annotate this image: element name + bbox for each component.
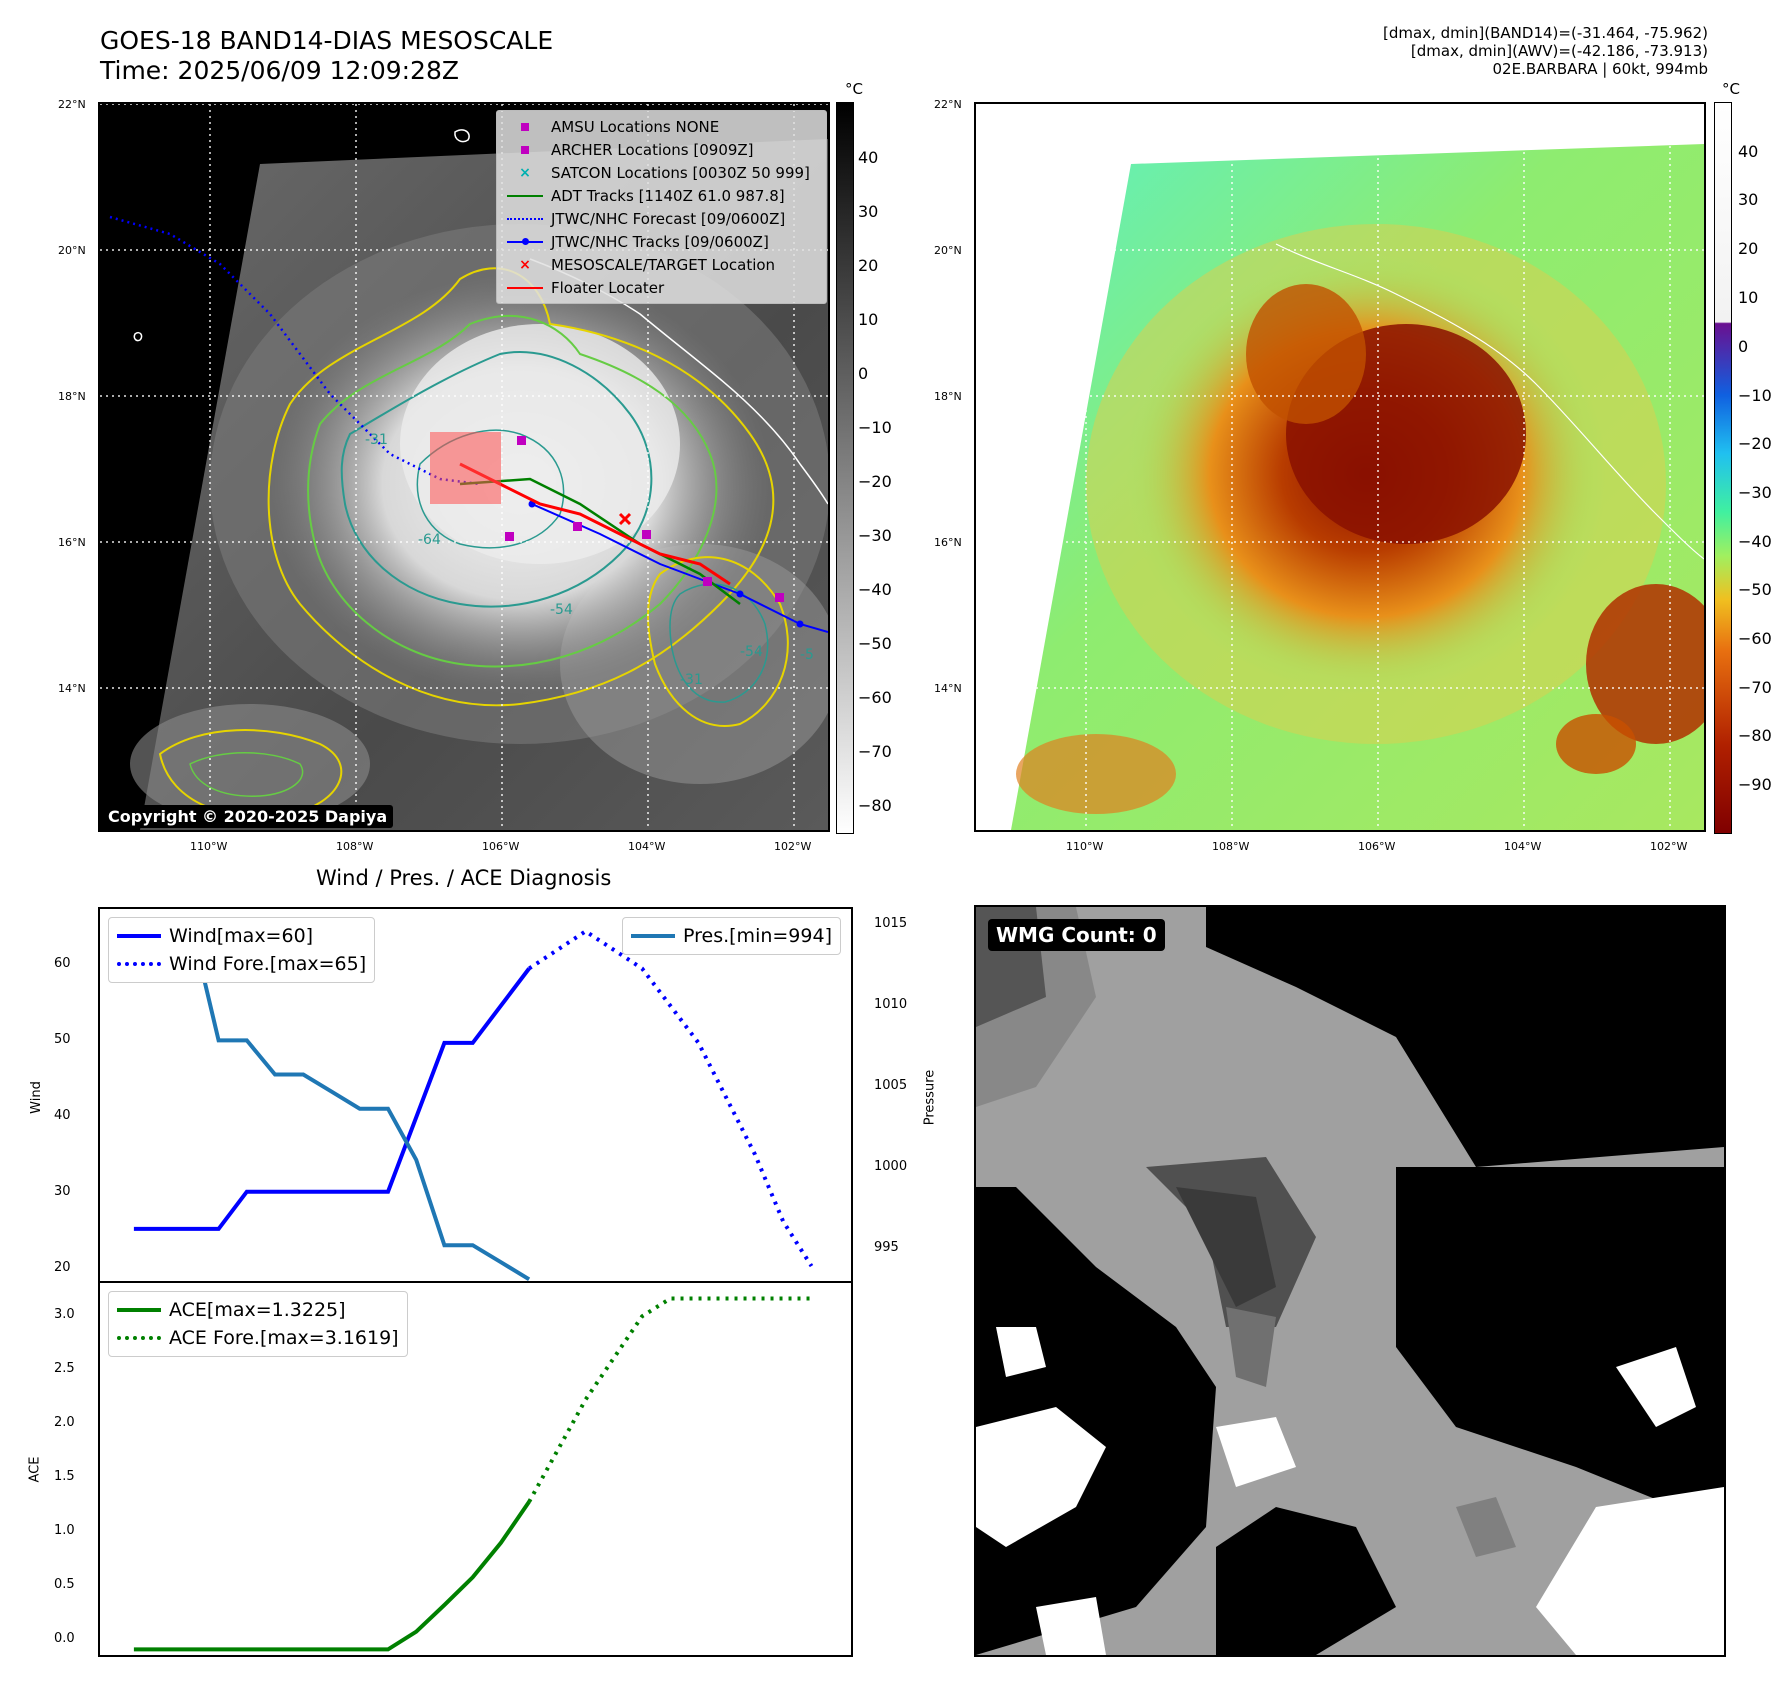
legend-item-target: × MESOSCALE/TARGET Location — [519, 255, 776, 274]
lon-label-106: 106°W — [482, 840, 520, 853]
title-line-1: GOES-18 BAND14-DIAS MESOSCALE — [100, 26, 554, 55]
map-legend: AMSU Locations NONE ARCHER Locations [09… — [496, 110, 827, 304]
lat-label-22: 22°N — [58, 98, 86, 111]
wind-series-1 — [528, 928, 814, 1268]
pressure-ylabel: Pressure — [922, 1069, 938, 1126]
wmg-image — [976, 907, 1724, 1655]
pressure-legend-item: Pres.[min=994] — [631, 922, 832, 950]
legend-item-floater: Floater Locater — [505, 276, 818, 299]
awv-lat-label-22: 22°N — [934, 98, 962, 111]
wind-series-0 — [133, 967, 531, 1231]
ace-series-0 — [133, 1500, 531, 1652]
contour-label-4: -31 — [680, 672, 703, 688]
ace-legend: ACE[max=1.3225] ACE Fore.[max=3.1619] — [108, 1291, 408, 1357]
legend-item-jtwc-forecast: JTWC/NHC Forecast [09/0600Z] — [505, 207, 818, 230]
ace-legend-item-forecast: ACE Fore.[max=3.1619] — [117, 1324, 399, 1352]
legend-item-archer: ARCHER Locations [0909Z] — [505, 138, 818, 161]
colorbar-right-unit: °C — [1722, 80, 1740, 98]
ir-map-panel: -31 -54 -64 -31 -54 -5 Copyright © 2020-… — [98, 102, 830, 832]
ir-map-image: -31 -54 -64 -31 -54 -5 — [100, 104, 828, 830]
target-marker — [618, 512, 632, 526]
archer-markers — [505, 436, 784, 602]
wind-legend-item-observed: Wind[max=60] — [117, 922, 366, 950]
legend-item-satcon: × SATCON Locations [0030Z 50 999] — [519, 163, 810, 182]
wmg-count-badge: WMG Count: 0 — [988, 919, 1165, 951]
colorbar-left-unit: °C — [845, 80, 863, 98]
wind-pressure-panel: Wind[max=60] Wind Fore.[max=65] Pres.[mi… — [98, 907, 853, 1283]
ace-panel: ACE[max=1.3225] ACE Fore.[max=3.1619] — [98, 1281, 853, 1657]
legend-item-jtwc-tracks: JTWC/NHC Tracks [09/0600Z] — [505, 230, 818, 253]
lon-label-102: 102°W — [774, 840, 812, 853]
awv-range: [dmax, dmin](AWV)=(-42.186, -73.913) — [1410, 42, 1708, 60]
colorbar-right — [1714, 102, 1732, 834]
contour-label-6: -5 — [800, 647, 814, 663]
wind-ylabel: Wind — [28, 1081, 44, 1114]
lat-label-18: 18°N — [58, 390, 86, 403]
lat-label-14: 14°N — [58, 682, 86, 695]
awv-lon-label-106: 106°W — [1358, 840, 1396, 853]
awv-lat-label-20: 20°N — [934, 244, 962, 257]
chart-title: GOES-18 BAND14-DIAS MESOSCALE Time: 2025… — [100, 26, 553, 86]
contour-label-5: -54 — [740, 644, 763, 660]
ace-plot — [133, 1296, 812, 1652]
copyright-badge: Copyright © 2020-2025 Dapiya — [102, 805, 394, 828]
contour-label-2: -54 — [550, 602, 573, 618]
awv-lon-label-104: 104°W — [1504, 840, 1542, 853]
wmg-panel: WMG Count: 0 — [974, 905, 1726, 1657]
awv-map-image — [976, 104, 1704, 830]
ace-legend-item-observed: ACE[max=1.3225] — [117, 1296, 399, 1324]
awv-lon-label-110: 110°W — [1066, 840, 1104, 853]
lon-label-108: 108°W — [336, 840, 374, 853]
diagnosis-title: Wind / Pres. / ACE Diagnosis — [316, 866, 612, 890]
ace-series-1 — [527, 1296, 812, 1503]
awv-lat-label-14: 14°N — [934, 682, 962, 695]
awv-map-panel — [974, 102, 1706, 832]
contour-label-1: -31 — [365, 432, 388, 448]
awv-lat-label-18: 18°N — [934, 390, 962, 403]
lon-label-104: 104°W — [628, 840, 666, 853]
storm-info: 02E.BARBARA | 60kt, 994mb — [1492, 60, 1708, 78]
pressure-series-0 — [133, 918, 531, 1281]
awv-lat-label-16: 16°N — [934, 536, 962, 549]
lon-label-110: 110°W — [190, 840, 228, 853]
legend-item-amsu: AMSU Locations NONE — [505, 115, 818, 138]
colorbar-left — [836, 102, 854, 834]
jtwc-track-dots — [528, 500, 804, 628]
dmax-dmin-info: [dmax, dmin](BAND14)=(-31.464, -75.962) … — [1383, 24, 1708, 78]
awv-lon-label-108: 108°W — [1212, 840, 1250, 853]
lat-label-16: 16°N — [58, 536, 86, 549]
wind-pressure-plot — [133, 918, 814, 1281]
title-line-2: Time: 2025/06/09 12:09:28Z — [100, 56, 459, 85]
ace-ylabel: ACE — [27, 1456, 43, 1483]
contour-label-3: -64 — [418, 532, 441, 548]
wind-legend: Wind[max=60] Wind Fore.[max=65] — [108, 917, 376, 983]
pressure-legend: Pres.[min=994] — [622, 917, 841, 955]
wind-legend-item-forecast: Wind Fore.[max=65] — [117, 950, 366, 978]
lat-label-20: 20°N — [58, 244, 86, 257]
awv-lon-label-102: 102°W — [1650, 840, 1688, 853]
band14-range: [dmax, dmin](BAND14)=(-31.464, -75.962) — [1383, 24, 1708, 42]
legend-item-adt: ADT Tracks [1140Z 61.0 987.8] — [505, 184, 818, 207]
